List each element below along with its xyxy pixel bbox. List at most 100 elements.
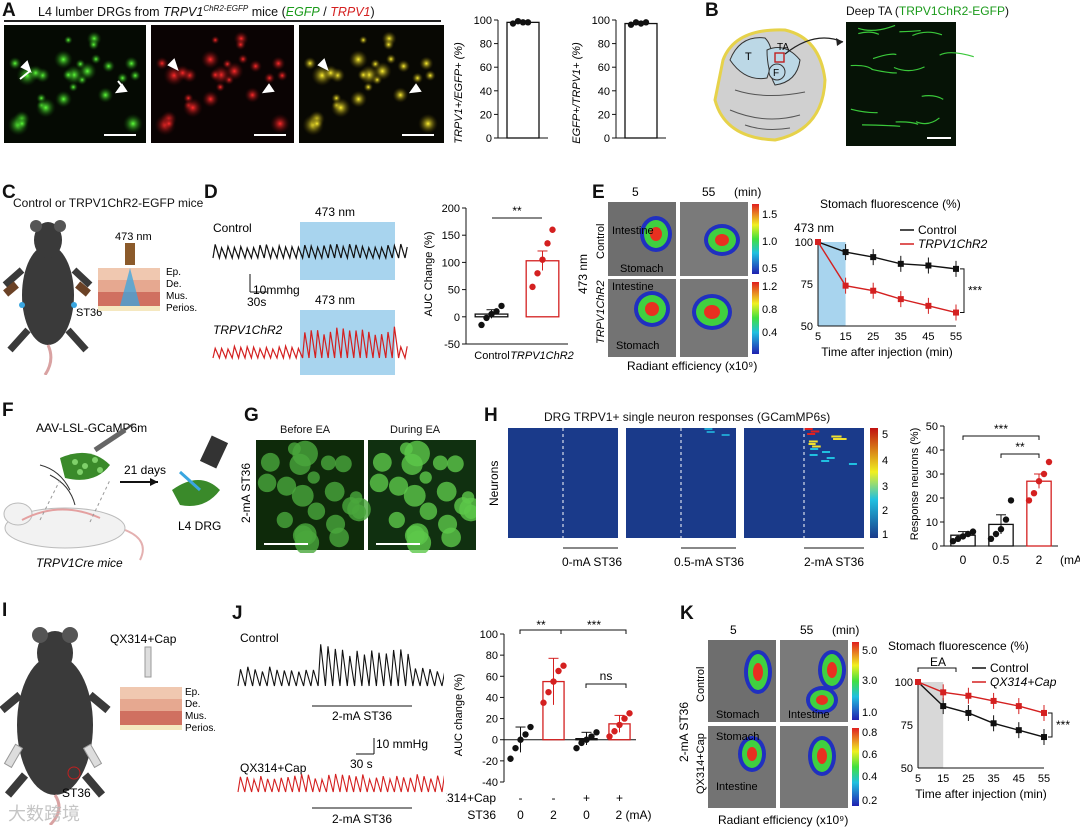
cell-mark [68, 82, 79, 92]
trace-label-qx: QX314+Cap [240, 761, 307, 775]
data-point [527, 723, 534, 731]
series-line [917, 681, 1045, 738]
tick-label: 45 [1013, 773, 1025, 785]
tick-label: 0 [932, 541, 938, 553]
svg-text:55: 55 [800, 623, 814, 637]
data-point [965, 709, 972, 716]
tick-label: 45 [922, 331, 934, 343]
trace-control [237, 644, 444, 687]
ta-label: TA [777, 42, 789, 53]
svg-text:(min): (min) [734, 185, 761, 199]
cell-mark [260, 452, 280, 472]
svg-text:0.5: 0.5 [762, 263, 777, 275]
tick-label: 20 [480, 109, 492, 121]
trace-label-trpv1: TRPV1ChR2 [213, 323, 283, 337]
svg-text:2-mA ST36: 2-mA ST36 [804, 555, 864, 569]
bar [624, 22, 658, 139]
svg-text:3.0: 3.0 [862, 675, 877, 687]
data-point [593, 729, 600, 736]
tick-label: 15 [839, 331, 851, 343]
tick-label: -50 [444, 339, 460, 351]
panel-c-diagram: ST36 473 nm Ep.De.Mus.Perios. [2, 220, 197, 375]
svg-text:1: 1 [882, 529, 888, 541]
cell-mark [35, 97, 56, 118]
arrow-icon [408, 83, 422, 94]
svg-text:55: 55 [702, 185, 716, 199]
shade-label: EA [930, 655, 946, 669]
cell-mark [97, 87, 114, 103]
cell-mark [16, 117, 28, 130]
data-point [583, 736, 590, 743]
svg-text:2-mA ST36: 2-mA ST36 [332, 812, 392, 826]
heat-cell [809, 454, 818, 456]
microscope-icon [199, 435, 229, 469]
data-point [507, 755, 514, 762]
svg-text:2-mA ST36: 2-mA ST36 [677, 702, 691, 762]
cell-mark [311, 117, 323, 130]
cell-mark [202, 90, 220, 108]
heat-cell [833, 438, 847, 440]
y-axis-label: Response neurons (%) [909, 428, 921, 541]
panel-h-title: DRG TRPV1+ single neuron responses (GCam… [544, 410, 831, 424]
svg-text:0.8: 0.8 [762, 304, 777, 316]
panel-label-f: F [2, 400, 14, 421]
fibula-label: F [773, 68, 779, 79]
data-point [642, 19, 650, 26]
chart-title: Stomach fluorescence (%) [888, 639, 1029, 653]
cell-mark [307, 471, 320, 484]
panel-label-j: J [232, 603, 243, 624]
significance: *** [1056, 718, 1070, 732]
cell-mark [404, 525, 425, 546]
cell-mark [55, 90, 73, 108]
cell-mark [88, 39, 100, 51]
data-point [534, 270, 541, 277]
data-point [539, 256, 546, 263]
data-point [870, 287, 877, 294]
cell-mark [419, 502, 438, 520]
tick-label: 80 [486, 650, 498, 662]
cell-mark [446, 455, 464, 473]
cell-mark [90, 53, 102, 65]
y-axis-label: AUC change (%) [453, 674, 465, 757]
svg-text:Stomach: Stomach [716, 731, 759, 743]
data-point [498, 302, 505, 310]
data-point [509, 20, 517, 27]
laser-label: 473 nm [115, 231, 152, 243]
cell-mark [324, 481, 345, 502]
svg-text:3: 3 [882, 481, 888, 493]
cell-mark [123, 113, 144, 134]
data-point [897, 260, 904, 267]
sig-bracket [560, 629, 627, 634]
cell-mark [320, 455, 336, 471]
heat-cell [812, 445, 821, 448]
row-value: - [519, 791, 523, 805]
cell-mark [182, 97, 203, 118]
panel-b-diagram: T TA F [713, 22, 974, 146]
cell-mark [124, 56, 139, 71]
data-point [529, 283, 536, 291]
cell-mark [287, 442, 301, 456]
arrow-icon [19, 60, 32, 80]
svg-text:TRPV1ChR2: TRPV1ChR2 [595, 280, 607, 344]
svg-text:Intestine: Intestine [788, 709, 830, 721]
cell-mark [249, 59, 263, 73]
panel-a-chart-1: TRPV1+/EGFP+ (%) 0 20 40 60 80 100 [453, 15, 548, 145]
tick-label: 20 [486, 714, 498, 726]
signal-blob [816, 695, 828, 705]
cell-mark [424, 69, 436, 82]
cell-mark [432, 455, 448, 471]
cell-mark [200, 49, 220, 69]
trace-trpv1 [212, 326, 408, 361]
sig-bracket [1000, 453, 1040, 458]
tick-label: 10 [926, 517, 938, 529]
scale-y: 10mmhg [253, 283, 300, 297]
tick-label: 0 [454, 312, 460, 324]
x-tick-label: 0 [960, 553, 967, 567]
data-point [555, 667, 562, 675]
tick-label: 40 [486, 692, 498, 704]
tick-label: 100 [474, 15, 492, 27]
svg-text:0.2: 0.2 [862, 795, 877, 807]
svg-text:2: 2 [882, 505, 888, 517]
svg-text:Control: Control [695, 667, 707, 702]
shade-label: 473 nm [794, 221, 834, 235]
